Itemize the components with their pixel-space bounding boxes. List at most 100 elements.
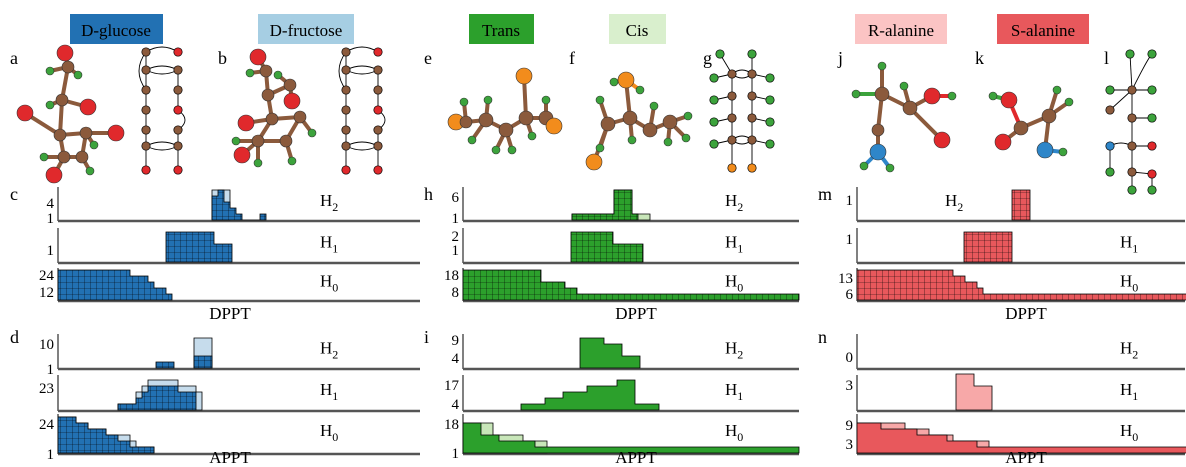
graph-trans-cis-node-6	[709, 95, 719, 105]
graph-glucose-node-2	[141, 65, 151, 75]
panel-d-row-h0: 24 1 H0	[39, 414, 420, 463]
panel-c-label-h2-sub: 2	[332, 200, 338, 214]
tag-trans: Trans	[482, 21, 520, 40]
molecule-cis-atom-6	[662, 114, 678, 130]
molecule-cis-atom-0	[595, 95, 605, 105]
panel-h-h2-tick-0: 6	[452, 190, 460, 206]
panel-h-h1-tick-1: 1	[452, 243, 460, 259]
panel-i-label-h0: H0	[725, 421, 743, 444]
molecule-d-glucose-atom-6	[45, 100, 55, 110]
molecule-trans-atom-7	[545, 117, 563, 135]
graph-fructose	[338, 46, 386, 175]
panel-h-label-h2-sub: 2	[737, 200, 743, 214]
molecule-trans-atom-2	[478, 112, 494, 128]
graph-fructose-node-10	[341, 141, 351, 151]
panel-h-h1-tick-0: 2	[452, 229, 460, 245]
molecule-s-alanine-atom-2	[1013, 120, 1029, 136]
panel-letter-k: k	[975, 48, 984, 68]
panel-m-h1-bars-0-grid	[964, 232, 1012, 262]
molecule-d-fructose-atom-3	[283, 78, 297, 92]
molecule-d-fructose-atom-13	[273, 70, 283, 80]
panel-i-row-h1: 17 4 H1	[444, 375, 799, 413]
molecule-trans-atom-8	[459, 97, 469, 107]
graph-glucose-node-13	[173, 165, 183, 175]
panel-c-row-h2: 41 H2	[47, 187, 420, 227]
axis-title-dppt-m: DPPT	[1005, 304, 1047, 323]
molecule-s-alanine-atom-4	[1041, 108, 1057, 124]
panel-i-label-h2-sub: 2	[737, 348, 743, 362]
molecule-cis-atom-8	[585, 153, 603, 171]
panel-c-label-h1-sub: 1	[332, 242, 338, 256]
panel-d-label-h1-sub: 1	[332, 389, 338, 403]
panel-c-h2-tick-1: 1	[47, 211, 55, 227]
graph-alanine-node-5	[1105, 105, 1115, 115]
graph-trans-cis-node-4	[747, 69, 757, 79]
panel-m-row-h0: 136 H0	[838, 268, 1186, 303]
graph-trans-cis-node-11	[727, 113, 737, 123]
molecule-d-glucose-atom-4	[55, 93, 69, 107]
panel-h-label-h0: H0	[725, 272, 743, 295]
graph-alanine-node-2	[1105, 85, 1115, 95]
panel-c-h0-tick-0: 24	[39, 268, 55, 284]
panel-h-h1-bars-0-grid	[571, 232, 643, 262]
panel-letter-c: c	[10, 184, 18, 204]
graph-alanine-node-0	[1125, 49, 1135, 59]
molecule-d-glucose-atom-13	[45, 166, 63, 184]
panel-h-h0-bars-0-grid	[463, 270, 799, 300]
molecule-trans-atom-5	[515, 67, 533, 85]
graph-alanine-node-12	[1127, 167, 1137, 177]
graph-fructose-edge-12	[345, 69, 379, 75]
molecule-s-alanine-atom-0	[988, 91, 998, 101]
graph-glucose-edge-1	[145, 46, 179, 53]
graph-trans-cis-node-10	[709, 117, 719, 127]
panel-c-h0-bars-0-grid	[58, 270, 172, 300]
panel-i-row-h0: 18 1 H0	[444, 414, 800, 462]
panel-n-h0-bars-0	[856, 422, 1186, 454]
panel-i: 9 4 H2 17 4 H1 18 1 H0	[444, 333, 800, 462]
molecule-d-glucose-atom-15	[39, 152, 49, 162]
panel-m-label-h0-sub: 0	[1132, 281, 1138, 295]
molecule-cis-atom-12	[663, 137, 673, 147]
panel-n-h0-tick-0: 9	[846, 418, 854, 434]
panel-n-label-h2: H2	[1120, 339, 1138, 362]
molecule-cis-atom-14	[635, 85, 645, 95]
panel-letter-m: m	[818, 184, 832, 204]
graph-trans-cis-node-12	[747, 113, 757, 123]
panel-m-label-h0: H0	[1120, 272, 1138, 295]
panel-c-label-h0: H0	[320, 272, 338, 295]
panel-c-h1-bars-0-grid	[166, 232, 232, 262]
panel-c-label-h1: H1	[320, 233, 338, 256]
panel-d-h2-bars-1-grid	[194, 356, 212, 368]
molecule-cis-atom-11	[649, 101, 659, 111]
panel-n-h2-tick-0: 0	[846, 350, 854, 366]
panel-d-h0-tick-1: 1	[47, 447, 55, 463]
molecule-cis-atom-1	[600, 116, 616, 132]
molecule-trans-atom-3	[498, 122, 514, 138]
panel-i-h0-tick-0: 18	[444, 417, 459, 433]
panel-h-label-h1: H1	[725, 233, 743, 256]
panel-h-h0-tick-0: 18	[444, 268, 459, 284]
panel-n-label-h1: H1	[1120, 380, 1138, 403]
graph-trans-cis-node-5	[765, 73, 775, 83]
molecule-d-glucose-atom-5	[79, 98, 97, 116]
molecule-structures	[16, 44, 1074, 184]
panel-c-label-h0-sub: 0	[332, 281, 338, 295]
graph-alanine-node-4	[1147, 85, 1157, 95]
panel-n-h0-tick-1: 3	[846, 437, 854, 453]
panel-n-row-h2: 0 H2	[846, 334, 1185, 371]
panel-d-label-h0: H0	[320, 421, 338, 444]
panel-n-h1-bars-0	[955, 373, 993, 411]
panel-letter-b: b	[218, 48, 227, 68]
graph-trans-cis-node-15	[727, 135, 737, 145]
panel-h-label-h0-sub: 0	[737, 281, 743, 295]
axis-title-appt-n: APPT	[1005, 448, 1047, 467]
graph-glucose-edge-12	[145, 69, 179, 75]
panel-letter-h: h	[424, 184, 433, 204]
panel-d-label-h2: H2	[320, 339, 338, 362]
panel-m-label-h2: H2	[945, 191, 963, 214]
molecule-r-alanine-atom-11	[947, 91, 957, 101]
panel-i-label-h1: H1	[725, 380, 743, 403]
panel-d-h1-tick-0: 23	[39, 381, 54, 397]
